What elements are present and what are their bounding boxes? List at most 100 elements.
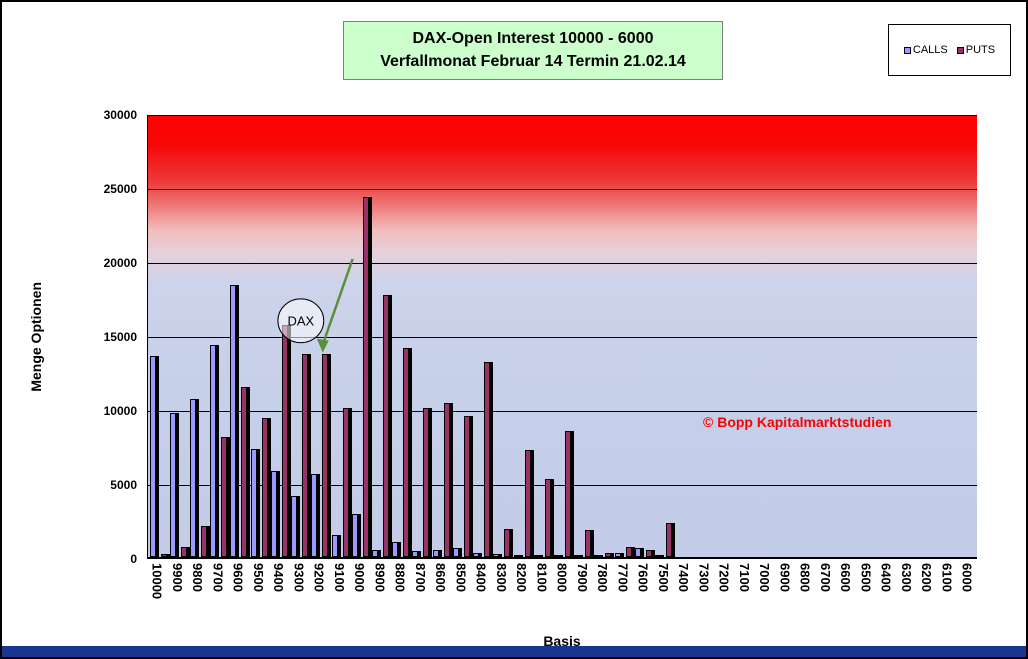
calls-swatch-icon <box>903 46 911 54</box>
x-tick-6600: 6600 <box>838 563 854 592</box>
bar-puts-9400 <box>281 324 288 557</box>
plot-area: © Bopp Kapitalmarktstudien <box>147 115 977 559</box>
x-tick-8600: 8600 <box>433 563 449 592</box>
x-slot-9000: 9000 <box>350 563 370 631</box>
bar-calls-9000 <box>351 514 358 557</box>
bar-group-9700 <box>209 345 229 557</box>
gridlines <box>148 115 977 557</box>
bar-group-9000 <box>350 197 370 557</box>
legend-entry-puts: PUTS <box>956 44 995 56</box>
bar-group-7700 <box>613 546 633 557</box>
y-tick-0: 0 <box>130 552 137 566</box>
x-axis-title: Basis <box>543 633 581 649</box>
bar-puts-7800 <box>605 552 612 557</box>
bar-group-8600 <box>431 403 451 557</box>
bar-calls-7900 <box>574 555 581 557</box>
x-slot-6800: 6800 <box>795 563 815 631</box>
bar-group-8100 <box>532 478 552 557</box>
x-slot-8200: 8200 <box>512 563 532 631</box>
x-tick-8400: 8400 <box>473 563 489 592</box>
x-slot-8300: 8300 <box>491 563 511 631</box>
bar-calls-9800 <box>190 398 197 557</box>
bar-calls-9900 <box>169 413 176 557</box>
bar-group-9200 <box>310 354 330 557</box>
x-slot-8700: 8700 <box>410 563 430 631</box>
bar-calls-9100 <box>331 534 338 557</box>
x-tick-8000: 8000 <box>554 563 570 592</box>
bar-group-9600 <box>229 284 249 557</box>
bar-group-9900 <box>168 413 188 557</box>
x-slot-6900: 6900 <box>775 563 795 631</box>
y-tick-20000: 20000 <box>103 256 137 270</box>
x-tick-6500: 6500 <box>858 563 874 592</box>
x-tick-9700: 9700 <box>210 563 226 592</box>
chart-title-line1: DAX-Open Interest 10000 - 6000 <box>412 30 654 47</box>
x-tick-7600: 7600 <box>635 563 651 592</box>
bar-puts-9100 <box>342 407 349 557</box>
x-tick-9600: 9600 <box>230 563 246 592</box>
bar-puts-8800 <box>403 348 410 557</box>
x-tick-6900: 6900 <box>777 563 793 592</box>
bar-calls-8800 <box>392 542 399 557</box>
legend-label-calls: CALLS <box>912 44 948 56</box>
bar-calls-8200 <box>513 554 520 557</box>
bar-puts-8700 <box>423 407 430 557</box>
x-slot-9800: 9800 <box>188 563 208 631</box>
bar-puts-8400 <box>484 361 491 557</box>
y-axis-title: Menge Optionen <box>24 115 48 559</box>
bar-calls-9400 <box>270 471 277 557</box>
bar-group-7500 <box>653 522 673 557</box>
x-slot-8100: 8100 <box>532 563 552 631</box>
bar-group-9800 <box>188 398 208 557</box>
bar-group-8900 <box>370 295 390 557</box>
bar-group-8500 <box>451 416 471 557</box>
chart-title-line2: Verfallmonat Februar 14 Termin 21.02.14 <box>380 53 686 71</box>
x-slot-7100: 7100 <box>734 563 754 631</box>
x-tick-6000: 6000 <box>959 563 975 592</box>
x-slot-9400: 9400 <box>269 563 289 631</box>
bar-calls-7700 <box>614 552 621 557</box>
bar-calls-8000 <box>553 554 560 557</box>
gridline-30000 <box>148 115 977 116</box>
x-tick-9500: 9500 <box>250 563 266 592</box>
bar-calls-9300 <box>291 496 298 557</box>
chart-title-box: DAX-Open Interest 10000 - 6000 Verfallmo… <box>343 21 723 81</box>
bar-puts-9500 <box>261 417 268 557</box>
gridline-20000 <box>148 263 977 264</box>
bar-puts-8000 <box>564 431 571 557</box>
x-slot-9300: 9300 <box>289 563 309 631</box>
x-tick-9100: 9100 <box>331 563 347 592</box>
y-tick-30000: 30000 <box>103 108 137 122</box>
bar-puts-8200 <box>524 450 531 557</box>
bar-calls-7500 <box>655 555 662 557</box>
x-slot-9900: 9900 <box>167 563 187 631</box>
x-slot-9500: 9500 <box>248 563 268 631</box>
bar-puts-9700 <box>221 437 228 557</box>
bar-calls-8300 <box>493 554 500 557</box>
x-slot-8600: 8600 <box>431 563 451 631</box>
x-tick-9000: 9000 <box>352 563 368 592</box>
bar-puts-8500 <box>463 416 470 557</box>
x-slot-10000: 10000 <box>147 563 167 631</box>
x-tick-10000: 10000 <box>149 563 165 600</box>
x-tick-8500: 8500 <box>453 563 469 592</box>
x-tick-8700: 8700 <box>412 563 428 592</box>
x-slot-8800: 8800 <box>390 563 410 631</box>
x-tick-8800: 8800 <box>392 563 408 592</box>
x-tick-9800: 9800 <box>190 563 206 592</box>
x-slot-6700: 6700 <box>815 563 835 631</box>
x-tick-6300: 6300 <box>898 563 914 592</box>
bars <box>148 115 977 557</box>
bar-calls-8100 <box>533 555 540 557</box>
bar-group-8800 <box>391 348 411 557</box>
x-tick-6200: 6200 <box>919 563 935 592</box>
x-slot-6600: 6600 <box>836 563 856 631</box>
x-tick-7000: 7000 <box>757 563 773 592</box>
gridline-15000 <box>148 337 977 338</box>
bar-group-10000 <box>148 355 168 557</box>
x-tick-7100: 7100 <box>736 563 752 592</box>
bar-group-8000 <box>552 431 572 557</box>
x-tick-6700: 6700 <box>817 563 833 592</box>
bar-group-7900 <box>573 530 593 557</box>
y-tick-10000: 10000 <box>103 404 137 418</box>
